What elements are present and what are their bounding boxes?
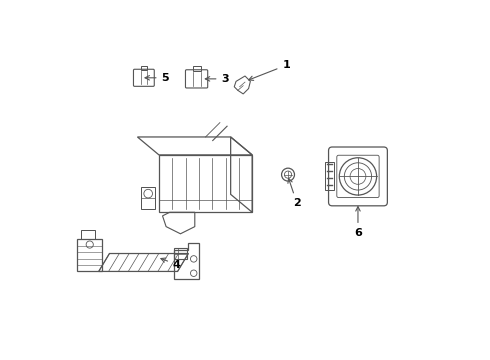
Bar (81, 230, 95, 239)
Text: 4: 4 (161, 258, 181, 270)
Text: 1: 1 (249, 60, 290, 80)
Bar (325, 162, 334, 190)
Text: 3: 3 (205, 74, 229, 84)
Bar (141, 66, 147, 70)
Bar (77, 239, 102, 271)
Text: 2: 2 (288, 179, 301, 208)
Text: 5: 5 (145, 73, 169, 83)
Bar (193, 66, 200, 71)
Text: 6: 6 (354, 207, 362, 238)
